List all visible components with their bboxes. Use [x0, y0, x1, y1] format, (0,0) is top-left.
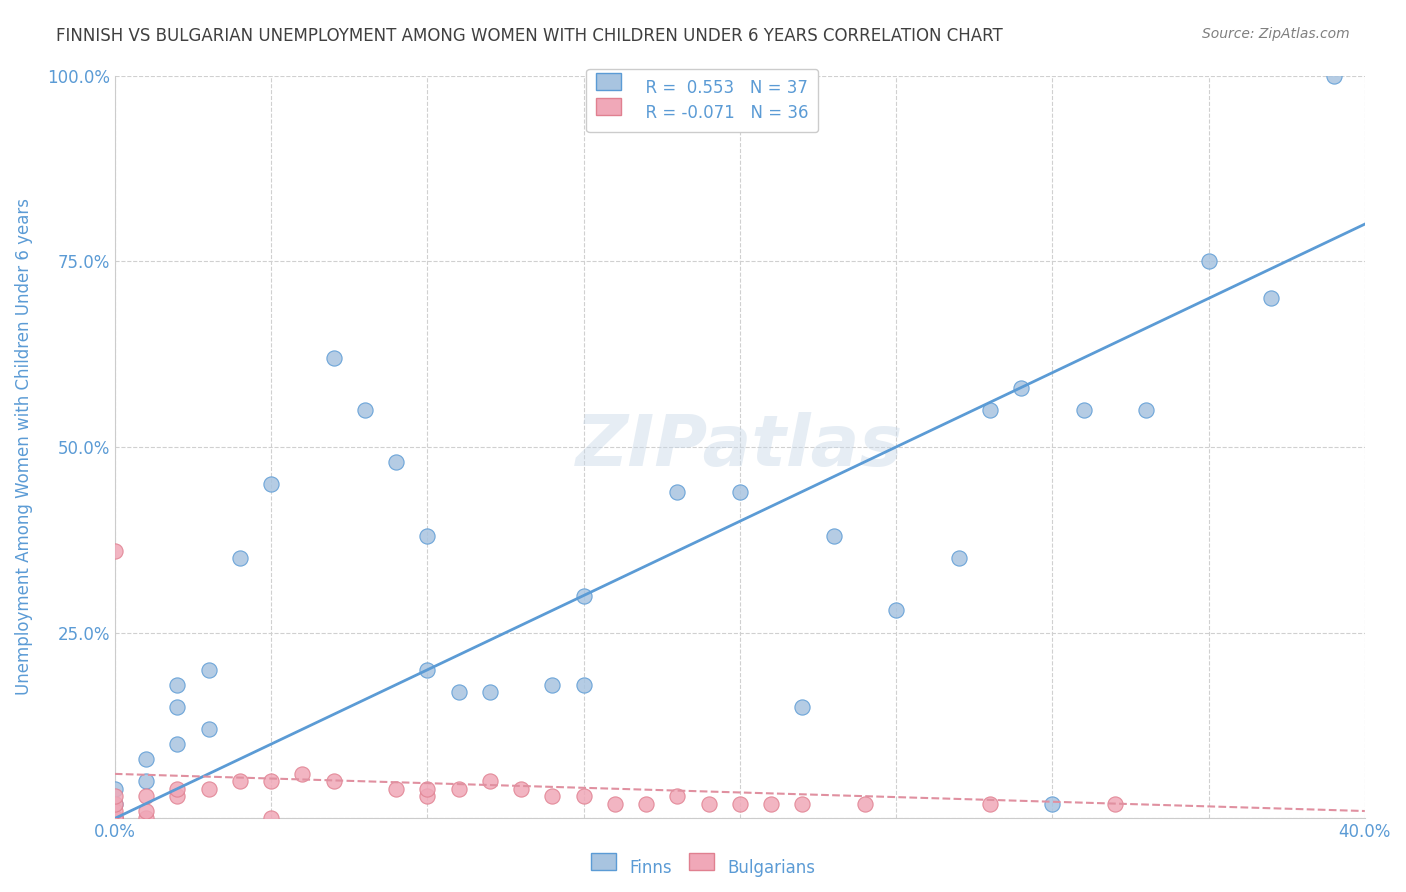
Point: [104, 797, 127, 811]
Point: [728, 484, 751, 499]
Point: [291, 767, 314, 781]
Point: [416, 781, 439, 796]
Point: [1073, 402, 1095, 417]
Point: [634, 797, 657, 811]
Point: [979, 402, 1001, 417]
Point: [166, 781, 188, 796]
Point: [1198, 254, 1220, 268]
Point: [478, 774, 501, 789]
Point: [1260, 292, 1282, 306]
Point: [197, 723, 219, 737]
Point: [385, 455, 408, 469]
Point: [166, 700, 188, 714]
Point: [1104, 797, 1126, 811]
Point: [603, 797, 626, 811]
Point: [166, 737, 188, 751]
Point: [135, 812, 157, 826]
Point: [853, 797, 876, 811]
Point: [260, 477, 283, 491]
Point: [666, 789, 689, 804]
Point: [166, 789, 188, 804]
Point: [792, 700, 814, 714]
Point: [416, 663, 439, 677]
Point: [728, 797, 751, 811]
Point: [385, 781, 408, 796]
Point: [792, 797, 814, 811]
Point: [948, 551, 970, 566]
Legend:   R =  0.553   N = 37,   R = -0.071   N = 36: R = 0.553 N = 37, R = -0.071 N = 36: [586, 69, 818, 132]
Point: [104, 812, 127, 826]
Y-axis label: Unemployment Among Women with Children Under 6 years: Unemployment Among Women with Children U…: [15, 199, 32, 696]
Point: [104, 812, 127, 826]
Point: [135, 774, 157, 789]
Text: ZIPatlas: ZIPatlas: [576, 412, 904, 482]
Point: [104, 797, 127, 811]
Point: [572, 789, 595, 804]
Point: [447, 685, 470, 699]
Text: Source: ZipAtlas.com: Source: ZipAtlas.com: [1202, 27, 1350, 41]
Point: [104, 812, 127, 826]
Point: [322, 351, 344, 365]
Point: [104, 804, 127, 818]
Point: [353, 402, 375, 417]
Legend: Finns, Bulgarians: Finns, Bulgarians: [585, 852, 821, 884]
Point: [416, 789, 439, 804]
Point: [666, 484, 689, 499]
Point: [823, 529, 845, 543]
Point: [229, 774, 252, 789]
Point: [322, 774, 344, 789]
Point: [510, 781, 533, 796]
Point: [104, 781, 127, 796]
Point: [104, 789, 127, 804]
Point: [260, 774, 283, 789]
Point: [541, 789, 564, 804]
Point: [135, 804, 157, 818]
Point: [135, 789, 157, 804]
Point: [541, 678, 564, 692]
Point: [1322, 69, 1344, 83]
Point: [884, 603, 907, 617]
Point: [979, 797, 1001, 811]
Point: [478, 685, 501, 699]
Point: [104, 812, 127, 826]
Point: [1135, 402, 1157, 417]
Point: [759, 797, 782, 811]
Point: [197, 781, 219, 796]
Point: [572, 589, 595, 603]
Point: [447, 781, 470, 796]
Point: [166, 678, 188, 692]
Point: [197, 663, 219, 677]
Text: FINNISH VS BULGARIAN UNEMPLOYMENT AMONG WOMEN WITH CHILDREN UNDER 6 YEARS CORREL: FINNISH VS BULGARIAN UNEMPLOYMENT AMONG …: [56, 27, 1002, 45]
Point: [135, 752, 157, 766]
Point: [229, 551, 252, 566]
Point: [697, 797, 720, 811]
Point: [572, 678, 595, 692]
Point: [416, 529, 439, 543]
Point: [1040, 797, 1063, 811]
Point: [1010, 380, 1032, 394]
Point: [104, 544, 127, 558]
Point: [104, 812, 127, 826]
Point: [260, 812, 283, 826]
